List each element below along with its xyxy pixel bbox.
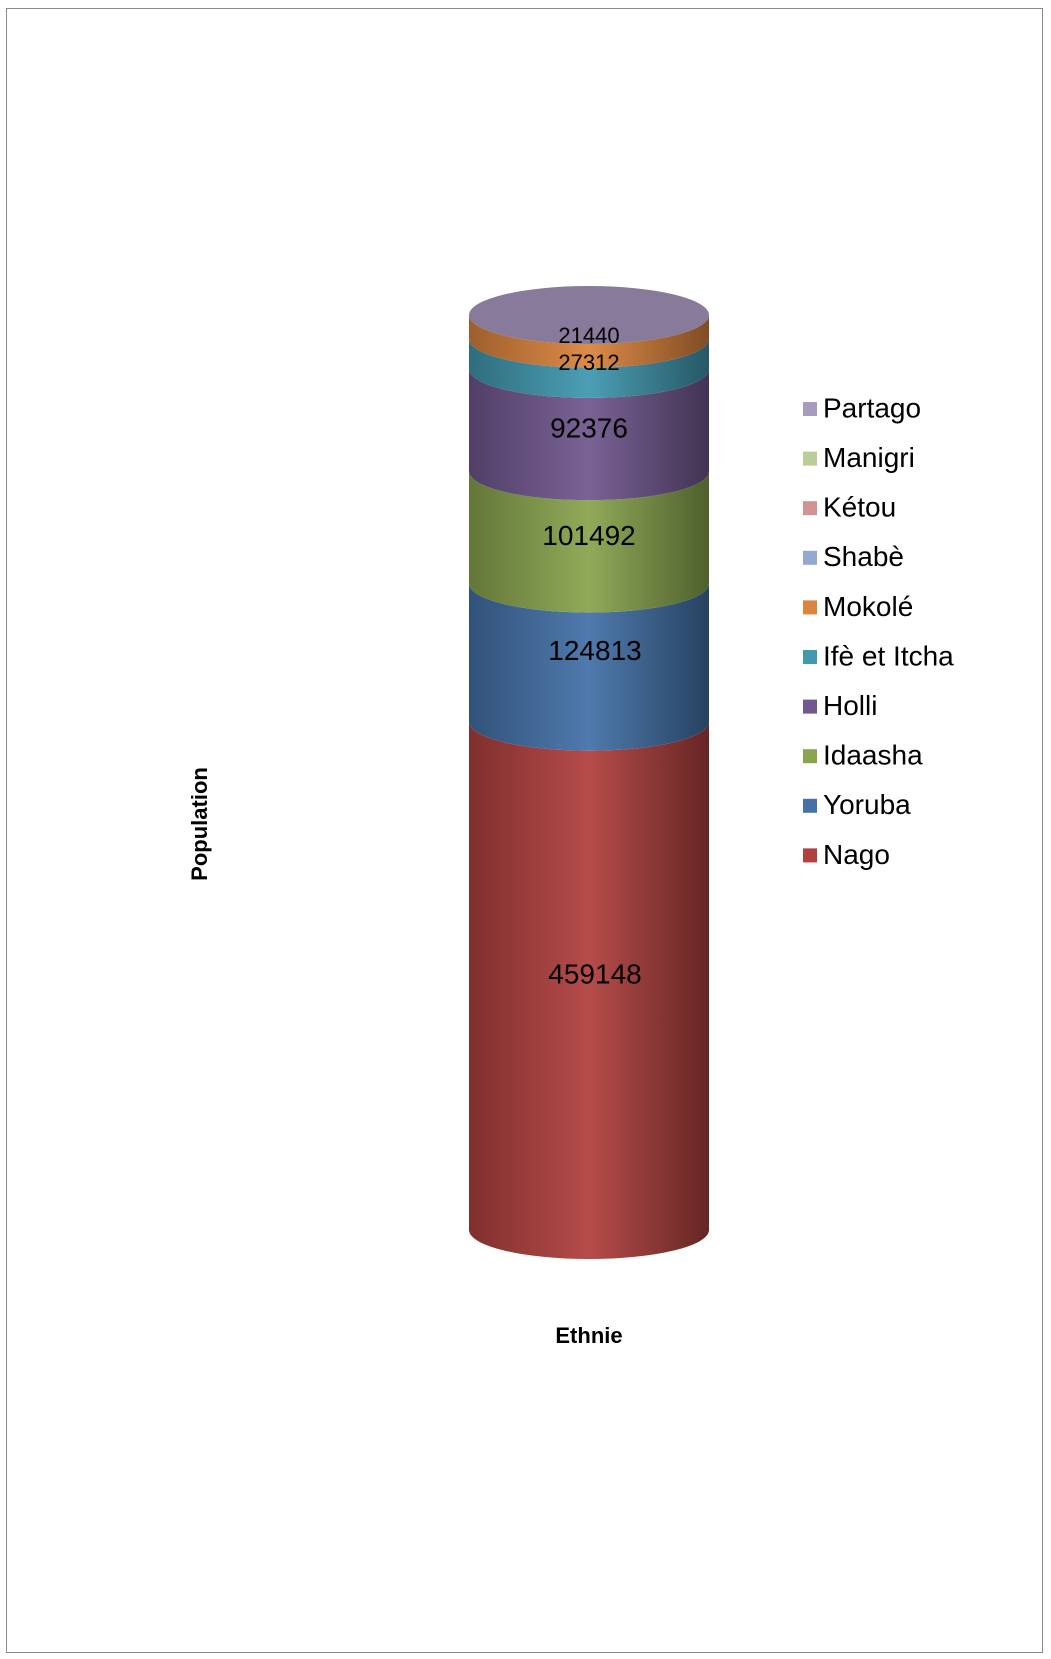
chart-frame: 459148 124813 101492 92376 27312 21440 Popula…: [6, 8, 1043, 1653]
legend-label-manigri: Manigri: [823, 442, 915, 473]
legend-label-holli: Holli: [823, 690, 877, 721]
data-label-holli: 92376: [550, 413, 628, 444]
cylinder-segment-mokole: [469, 315, 710, 368]
cylinder-segment-holli: [469, 368, 710, 501]
legend-label-mokole: Mokolé: [823, 591, 913, 622]
legend-label-nago: Nago: [823, 839, 890, 870]
legend-item-idaasha: Idaasha: [803, 740, 923, 771]
legend: Partago Manigri Kétou Shabè Mokolé Ifè et Itc…: [803, 392, 954, 870]
data-label-nago: 459148: [548, 958, 641, 989]
legend-item-mokole: Mokolé: [803, 591, 913, 622]
legend-label-shabe: Shabè: [823, 541, 904, 572]
cylinder-segment-ife-et-itcha: [469, 338, 710, 398]
legend-item-yoruba: Yoruba: [803, 789, 911, 820]
data-label-yoruba: 124813: [548, 635, 641, 666]
legend-label-yoruba: Yoruba: [823, 789, 911, 820]
legend-swatch-yoruba: [803, 798, 817, 813]
legend-label-ife-et-itcha: Ifè et Itcha: [823, 640, 954, 671]
legend-swatch-ketou: [803, 501, 817, 516]
legend-item-holli: Holli: [803, 690, 877, 721]
legend-swatch-nago: [803, 848, 817, 863]
data-label-mokole: 21440: [558, 323, 619, 348]
legend-item-manigri: Manigri: [803, 442, 915, 473]
legend-swatch-manigri: [803, 451, 817, 466]
legend-swatch-partago: [803, 402, 817, 416]
legend-item-ife-et-itcha: Ifè et Itcha: [803, 640, 954, 671]
cylinder: [469, 286, 710, 1259]
legend-swatch-ife-et-itcha: [803, 650, 817, 664]
cylinder-segment-yoruba: [469, 583, 710, 751]
cylinder-top-cap: [469, 286, 709, 344]
legend-swatch-idaasha: [803, 749, 817, 764]
x-axis-title: Ethnie: [555, 1323, 622, 1348]
legend-swatch-holli: [803, 699, 817, 714]
legend-label-idaasha: Idaasha: [823, 740, 923, 771]
legend-swatch-mokole: [803, 600, 817, 615]
legend-item-partago: Partago: [803, 392, 921, 423]
legend-swatch-shabe: [803, 550, 817, 565]
cylinder-segment-nago: [469, 721, 710, 1259]
data-label-ife-et-itcha: 27312: [558, 350, 619, 375]
legend-item-ketou: Kétou: [803, 492, 896, 523]
data-label-idaasha: 101492: [542, 520, 635, 551]
legend-label-partago: Partago: [823, 392, 921, 423]
legend-label-ketou: Kétou: [823, 492, 896, 523]
legend-item-shabe: Shabè: [803, 541, 904, 572]
y-axis-title: Population: [187, 767, 212, 881]
cylinder-segment-idaasha: [469, 471, 710, 613]
legend-item-nago: Nago: [803, 839, 890, 870]
